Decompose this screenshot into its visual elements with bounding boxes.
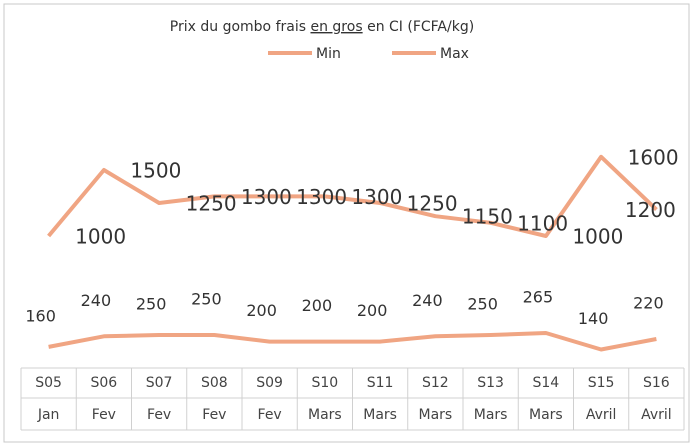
data-label: 200 [302, 296, 333, 315]
x-group-label: Mars [308, 407, 342, 423]
x-tick-label: S08 [201, 375, 228, 391]
title-part-underlined: en gros [310, 19, 362, 35]
x-tick-label: S05 [35, 375, 62, 391]
legend-label: Max [440, 46, 469, 62]
x-group-label: Mars [474, 407, 508, 423]
chart-title: Prix du gombo frais en gros en CI (FCFA/… [170, 19, 474, 35]
x-tick-label: S14 [533, 375, 560, 391]
x-group-label: Mars [419, 407, 453, 423]
x-tick-label: S06 [91, 375, 118, 391]
data-label: 1300 [351, 185, 402, 209]
x-tick-label: S12 [422, 375, 449, 391]
data-label: 1300 [296, 185, 347, 209]
data-label: 220 [633, 293, 664, 312]
x-tick-label: S09 [256, 375, 283, 391]
x-group-label: Avril [641, 407, 672, 423]
x-tick-label: S10 [312, 375, 339, 391]
x-group-label: Fev [202, 407, 226, 423]
data-label: 1000 [75, 225, 126, 249]
legend-label: Min [316, 46, 341, 62]
x-group-label: Jan [37, 407, 60, 423]
data-label: 200 [357, 301, 388, 320]
data-label: 250 [191, 290, 222, 309]
data-label: 1200 [625, 198, 676, 222]
data-label: 160 [25, 306, 56, 325]
title-part: Prix du gombo frais [170, 19, 311, 35]
data-label: 200 [246, 301, 277, 320]
data-label: 1600 [628, 145, 679, 169]
chart-frame [3, 3, 690, 443]
data-label: 240 [81, 291, 112, 310]
series-line [48, 331, 657, 352]
data-label: 1500 [130, 159, 181, 183]
x-tick-label: S15 [588, 375, 615, 391]
x-group-label: Fev [92, 407, 116, 423]
x-group-label: Fev [147, 407, 171, 423]
data-label: 240 [412, 291, 443, 310]
data-label: 140 [578, 309, 609, 328]
x-group-label: Mars [363, 407, 397, 423]
data-label: 250 [467, 295, 498, 314]
x-tick-label: S11 [367, 375, 394, 391]
x-group-label: Mars [529, 407, 563, 423]
data-label: 1100 [517, 211, 568, 235]
x-tick-label: S07 [146, 375, 173, 391]
data-label: 265 [523, 288, 554, 307]
data-label: 1250 [186, 192, 237, 216]
data-label: 1000 [572, 225, 623, 249]
x-group-label: Avril [586, 407, 617, 423]
data-label: 1250 [407, 192, 458, 216]
x-tick-label: S16 [643, 375, 670, 391]
series-line [47, 154, 658, 238]
data-label: 250 [136, 295, 167, 314]
data-label: 1150 [462, 205, 513, 229]
title-part: en CI (FCFA/kg) [363, 19, 475, 35]
x-tick-label: S13 [477, 375, 504, 391]
data-label: 1300 [241, 185, 292, 209]
x-group-label: Fev [258, 407, 282, 423]
